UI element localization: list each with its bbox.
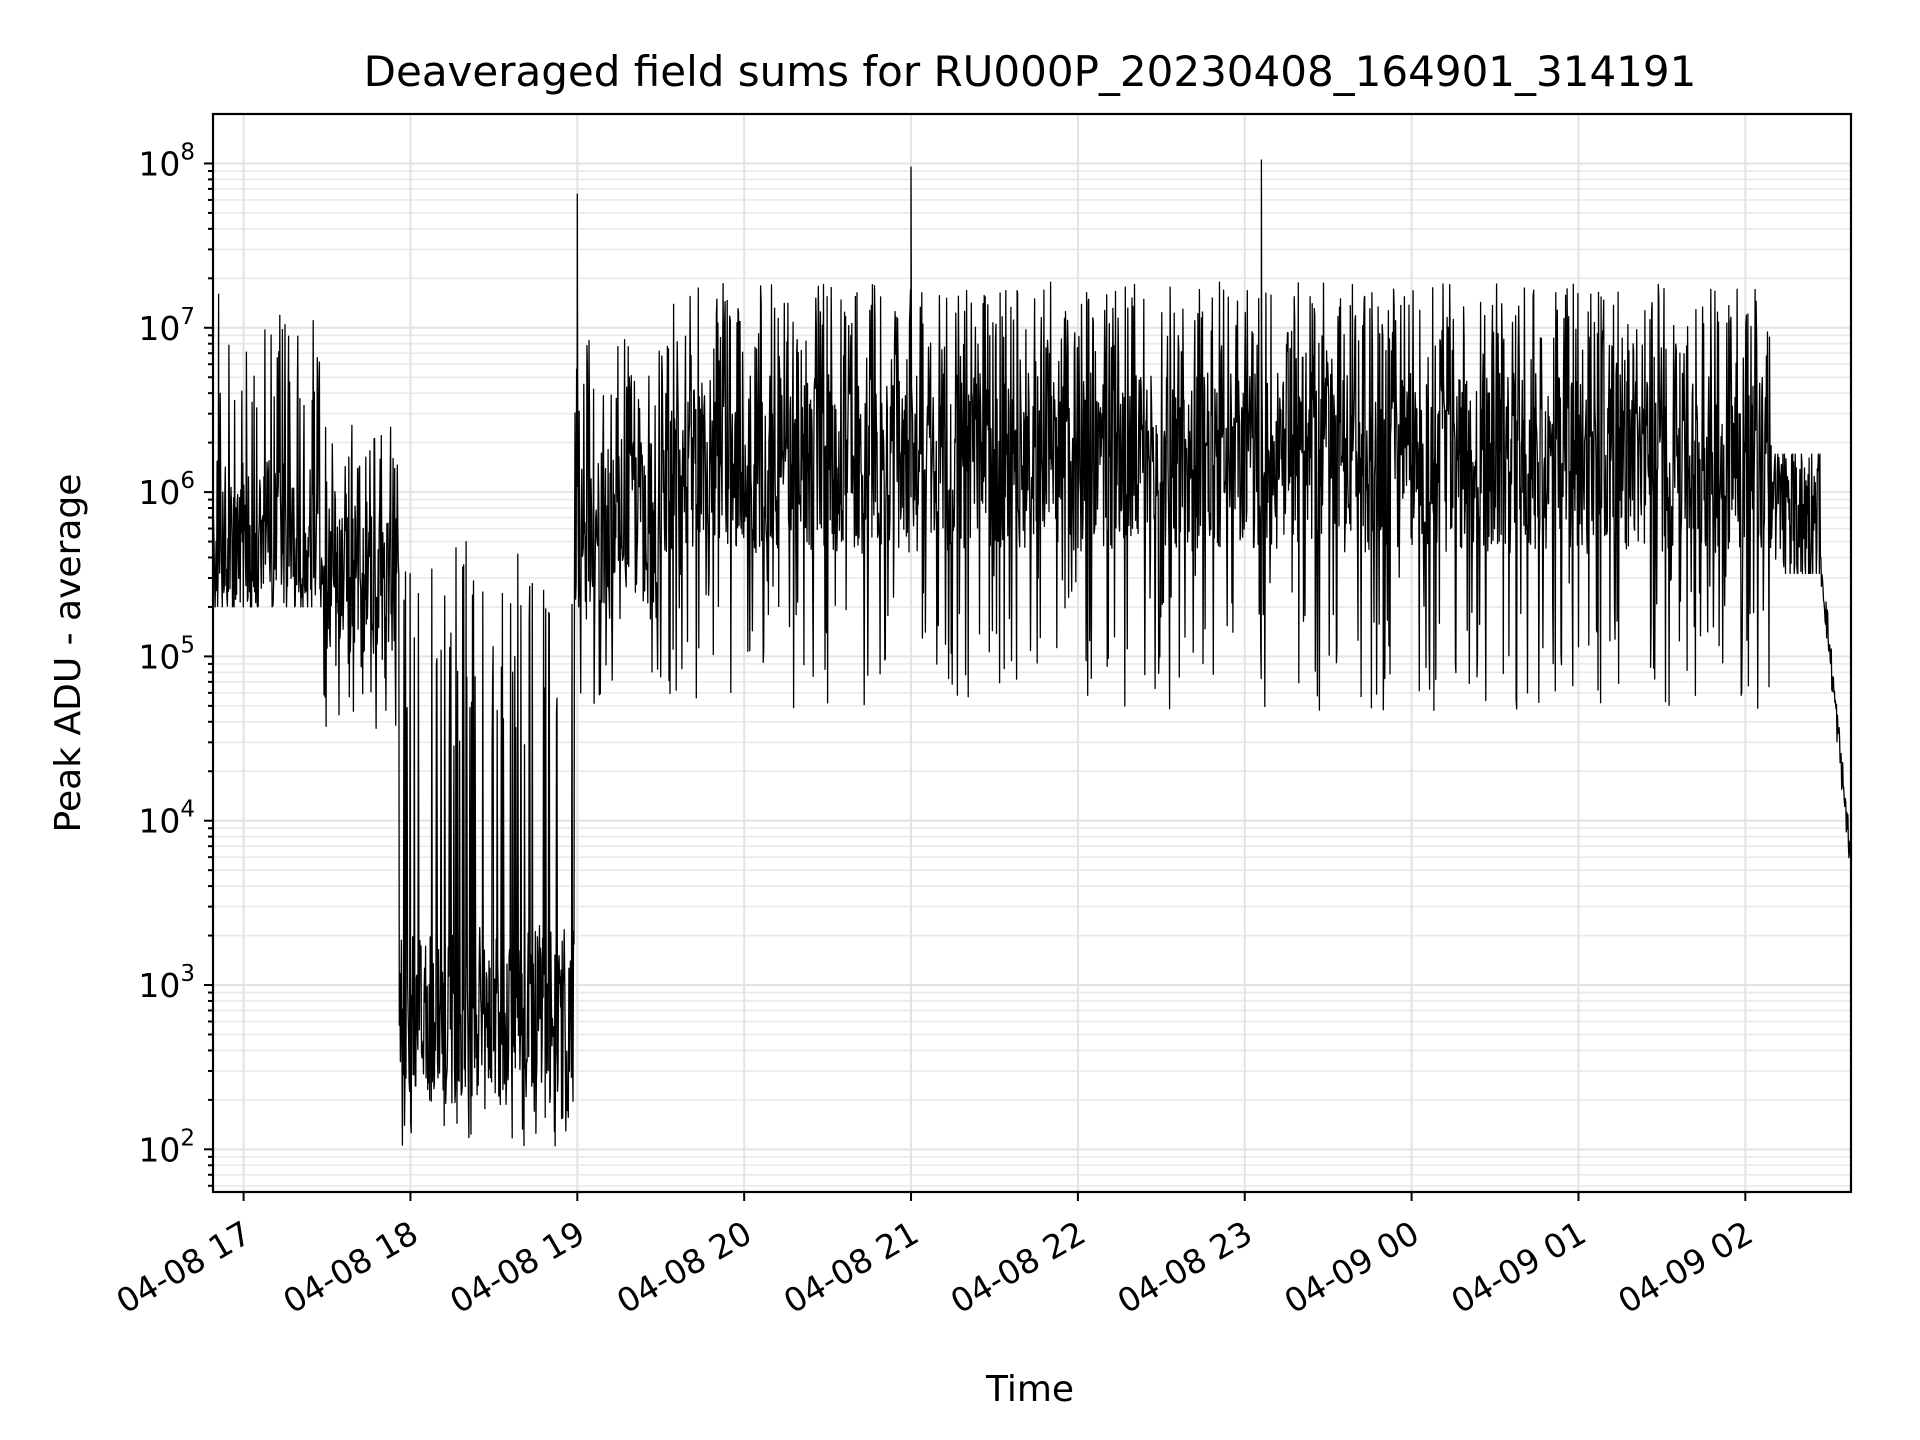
- y-tick-exponent: 6: [180, 468, 195, 494]
- y-tick-exponent: 4: [180, 797, 195, 823]
- y-tick-base: 10: [138, 966, 180, 1005]
- y-tick-label: 107: [138, 304, 195, 348]
- y-tick-label: 104: [138, 797, 195, 841]
- y-tick-label: 106: [138, 468, 195, 512]
- y-tick-base: 10: [138, 802, 180, 841]
- y-tick-base: 10: [138, 473, 180, 512]
- y-tick-label: 102: [138, 1125, 195, 1169]
- y-tick-base: 10: [138, 309, 180, 348]
- chart-title: Deaveraged field sums for RU000P_2023040…: [364, 47, 1697, 96]
- y-tick-exponent: 7: [180, 304, 195, 330]
- y-axis-label: Peak ADU - average: [48, 474, 89, 833]
- y-tick-base: 10: [138, 144, 180, 183]
- x-axis-label: Time: [985, 1369, 1074, 1410]
- y-tick-base: 10: [138, 637, 180, 676]
- plot-area: [212, 159, 1852, 1147]
- y-tick-exponent: 2: [180, 1125, 195, 1151]
- y-tick-exponent: 8: [180, 139, 195, 165]
- y-tick-label: 108: [138, 139, 195, 183]
- y-tick-base: 10: [138, 1130, 180, 1169]
- y-tick-exponent: 3: [180, 961, 195, 987]
- series-line: [212, 159, 1852, 1147]
- y-tick-label: 103: [138, 961, 195, 1005]
- y-tick-label: 105: [138, 632, 195, 676]
- axes-frame: [211, 112, 1853, 1194]
- y-tick-exponent: 5: [180, 632, 195, 658]
